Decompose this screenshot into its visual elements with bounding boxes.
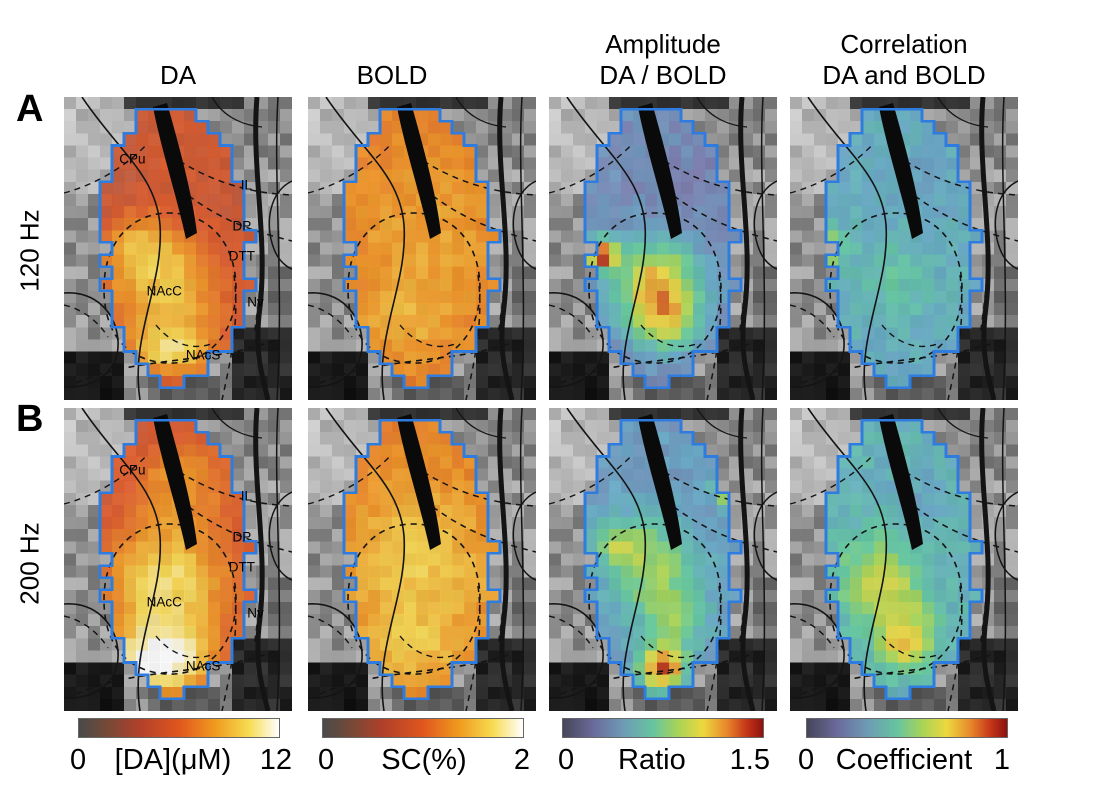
anatomy-label-cpu: CPu bbox=[119, 462, 146, 478]
colorbar-min: 0 bbox=[318, 744, 335, 776]
panel-b-da: CPu IL DP DTT NAcC Nv NAcS bbox=[64, 408, 292, 711]
column-title-line: BOLD bbox=[356, 60, 428, 91]
column-title-line: DA and BOLD bbox=[822, 60, 986, 91]
anatomy-label-nacs: NAcS bbox=[185, 347, 221, 363]
anatomy-label-nv: Nv bbox=[247, 294, 264, 310]
anatomy-label-il: IL bbox=[240, 488, 253, 504]
brain-map-b-ratio bbox=[549, 408, 777, 711]
colorbar-bold bbox=[322, 718, 524, 738]
panel-a-da: CPu IL DP DTT NAcC Nv NAcS bbox=[64, 97, 292, 400]
colorbar-max: 12 bbox=[259, 744, 292, 776]
brain-map-a-correlation bbox=[790, 97, 1018, 400]
anatomy-label-nacs: NAcS bbox=[185, 658, 221, 674]
brain-map-a-bold bbox=[308, 97, 536, 400]
column-title-line: DA / BOLD bbox=[599, 60, 727, 91]
colorbar-max: 2 bbox=[513, 744, 530, 776]
anatomy-label-nacc: NAcC bbox=[146, 283, 182, 299]
colorbar-labels-bold: 0 SC(%) 2 bbox=[318, 744, 530, 777]
colorbar-title: Ratio bbox=[618, 744, 686, 776]
column-title-line: Amplitude bbox=[605, 28, 721, 59]
column-title-correlation: Correlation DA and BOLD bbox=[790, 22, 1018, 92]
panel-b-ratio bbox=[549, 408, 777, 711]
brain-map-b-correlation bbox=[790, 408, 1018, 711]
column-title-line: Correlation bbox=[840, 28, 968, 59]
brain-map-a-ratio bbox=[549, 97, 777, 400]
colorbar-min: 0 bbox=[558, 744, 575, 776]
colorbar-title: SC(%) bbox=[381, 744, 467, 776]
panel-a-ratio bbox=[549, 97, 777, 400]
colorbar-labels-da: 0 [DA](μM) 12 bbox=[70, 744, 292, 777]
colorbar-min: 0 bbox=[70, 744, 87, 776]
anatomy-label-il: IL bbox=[240, 177, 253, 193]
brain-map-b-bold bbox=[308, 408, 536, 711]
anatomy-label-nv: Nv bbox=[247, 605, 264, 621]
colorbar-title: [DA](μM) bbox=[114, 744, 232, 776]
colorbar-labels-coefficient: 0 Coefficient 1 bbox=[798, 744, 1010, 777]
colorbar-max: 1 bbox=[993, 744, 1010, 776]
brain-map-a-da bbox=[64, 97, 292, 400]
colorbar-coefficient bbox=[806, 718, 1008, 738]
column-title-amplitude: Amplitude DA / BOLD bbox=[549, 22, 777, 92]
anatomy-label-dtt: DTT bbox=[228, 248, 255, 264]
anatomy-label-nacc: NAcC bbox=[146, 594, 182, 610]
row-label-200hz: 200 Hz bbox=[14, 522, 45, 605]
colorbar-labels-ratio: 0 Ratio 1.5 bbox=[558, 744, 770, 777]
anatomy-label-dp: DP bbox=[232, 529, 252, 545]
panel-letter-b: B bbox=[16, 398, 44, 440]
colorbar-max: 1.5 bbox=[729, 744, 770, 776]
brain-map-b-da bbox=[64, 408, 292, 711]
colorbar-min: 0 bbox=[798, 744, 815, 776]
anatomy-label-dtt: DTT bbox=[228, 559, 255, 575]
column-title-line: DA bbox=[159, 60, 197, 91]
anatomy-label-dp: DP bbox=[232, 218, 252, 234]
colorbar-ratio bbox=[562, 718, 764, 738]
colorbar-da bbox=[78, 718, 280, 738]
panel-letter-a: A bbox=[16, 88, 44, 130]
panel-a-bold bbox=[308, 97, 536, 400]
colorbar-title: Coefficient bbox=[835, 744, 973, 776]
panel-b-correlation bbox=[790, 408, 1018, 711]
anatomy-label-cpu: CPu bbox=[119, 151, 146, 167]
panel-a-correlation bbox=[790, 97, 1018, 400]
column-title-bold: BOLD bbox=[278, 22, 506, 92]
column-title-da: DA bbox=[64, 22, 292, 92]
panel-b-bold bbox=[308, 408, 536, 711]
row-label-120hz: 120 Hz bbox=[14, 209, 45, 292]
